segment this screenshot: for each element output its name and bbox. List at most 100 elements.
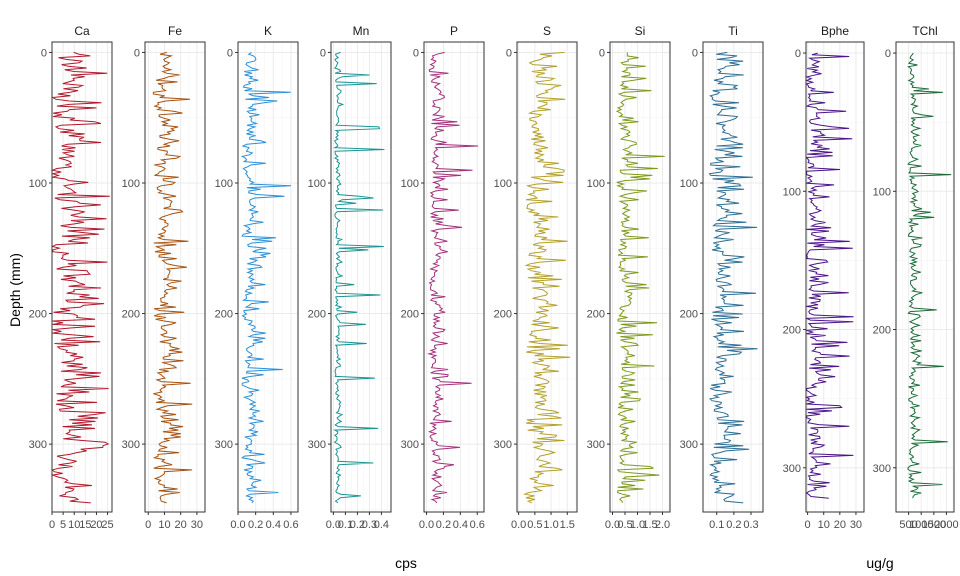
series-line-fe [152,51,193,504]
x-tick-label: 0.0 [511,519,526,531]
x-tick-label: 0.4 [266,519,281,531]
y-tick-label: 100 [873,186,891,198]
panel-border [237,41,299,513]
facet-p: P 0 100 200 300 0.0 0.2 0.4 0.6 [401,24,485,531]
y-tick-label: 0 [227,47,233,59]
panel-border [51,41,113,513]
facet-fe: Fe 0 100 200 300 0 10 20 30 [122,24,206,531]
x-tick-label: 1000 [909,519,933,531]
panel-border [702,41,764,513]
y-tick-label: 0 [320,47,326,59]
y-tick-label: 200 [680,309,698,321]
y-tick-label: 0 [885,48,891,60]
y-tick-label: 200 [873,325,891,337]
x-tick-label: 0.4 [374,519,389,531]
facet-ti: Ti 0 100 200 300 0.1 0.2 0.3 [680,24,764,531]
y-tick-label: 300 [873,463,891,475]
x-tick-label: 20 [175,519,187,531]
x-tick-label: 10 [158,519,170,531]
y-tick-label: 0 [506,47,512,59]
x-tick-label: 15 [79,519,91,531]
x-tick-label: 0.2 [248,519,263,531]
y-tick-label: 300 [122,439,140,451]
x-tick-label: 500 [899,519,917,531]
x-tick-label: 1.0 [630,519,645,531]
facet-k: K 0 100 200 300 0.0 0.2 0.4 0.6 [215,24,299,531]
panel-border [516,41,578,513]
facet-title: TChl [912,24,937,38]
x-tick-label: 0.4 [453,519,468,531]
y-tick-label: 300 [215,439,233,451]
x-tick-label: 5 [60,519,66,531]
y-tick-label: 100 [401,178,419,190]
facet-mn: Mn 0 100 200 300 0.00.10.20.30.4 [308,24,392,531]
facet-title: Bphe [821,24,849,38]
y-tick-label: 0 [599,47,605,59]
facet-title: P [450,24,458,38]
x-tick-label: 2000 [934,519,958,531]
series-line-tchl [907,52,952,499]
x-tick-label: 2.0 [655,519,670,531]
facet-title: Mn [353,24,370,38]
facet-s: S 0 100 200 300 0.0 0.5 1.0 1.5 [494,24,578,531]
x-tick-label: 0.6 [283,519,298,531]
facet-title: Ca [74,24,90,38]
series-line-si [615,52,665,504]
y-tick-label: 300 [29,439,47,451]
series-line-ti [708,51,758,504]
y-tick-label: 100 [215,178,233,190]
y-tick-label: 0 [41,47,47,59]
y-tick-label: 200 [29,309,47,321]
x-tick-label: 0.0 [419,519,434,531]
x-tick-label: 0.0 [326,519,341,531]
x-tick-label: 0.1 [709,519,724,531]
y-tick-label: 0 [134,47,140,59]
series-line-k [240,51,292,504]
x-tick-label: 1.0 [543,519,558,531]
y-tick-label: 300 [308,439,326,451]
y-tick-label: 200 [122,309,140,321]
y-tick-label: 100 [122,178,140,190]
x-tick-label: 0.6 [470,519,485,531]
facet-si: Si 0 100 200 300 0.00.51.01.52.0 [587,24,671,531]
y-axis-title: Depth (mm) [7,253,23,327]
panel-border [144,41,206,513]
series-line-ca [50,51,110,504]
series-line-bphe [804,52,854,499]
x-tick-label: 30 [191,519,203,531]
y-tick-label: 100 [494,178,512,190]
facet-title: Si [635,24,646,38]
x-tick-label: 30 [850,519,862,531]
x-tick-label: 0.3 [743,519,758,531]
x-tick-label: 0.2 [350,519,365,531]
y-tick-label: 200 [215,309,233,321]
panel-border [895,41,955,513]
y-tick-label: 0 [692,47,698,59]
y-tick-label: 0 [795,48,801,60]
x-tick-label: 25 [101,519,113,531]
x-tick-label: 1500 [922,519,946,531]
facet-title: S [543,24,551,38]
series-line-mn [333,51,385,504]
y-tick-label: 300 [494,439,512,451]
x-axis-title-ug-g: ug/g [866,555,893,571]
facet-bphe: Bphe 0 100 200 300 0 10 20 30 [783,24,865,531]
panel-border [805,41,865,513]
x-axis-title-cps: cps [395,555,417,571]
panel-border [423,41,485,513]
y-tick-label: 100 [587,178,605,190]
y-tick-label: 200 [308,309,326,321]
x-tick-label: 0.2 [726,519,741,531]
series-line-p [426,51,479,504]
panel-border [609,41,671,513]
x-tick-label: 20 [834,519,846,531]
facet-title: K [264,24,272,38]
y-tick-label: 200 [587,309,605,321]
x-tick-label: 0 [805,519,811,531]
y-tick-label: 0 [413,47,419,59]
x-tick-label: 0 [145,519,151,531]
